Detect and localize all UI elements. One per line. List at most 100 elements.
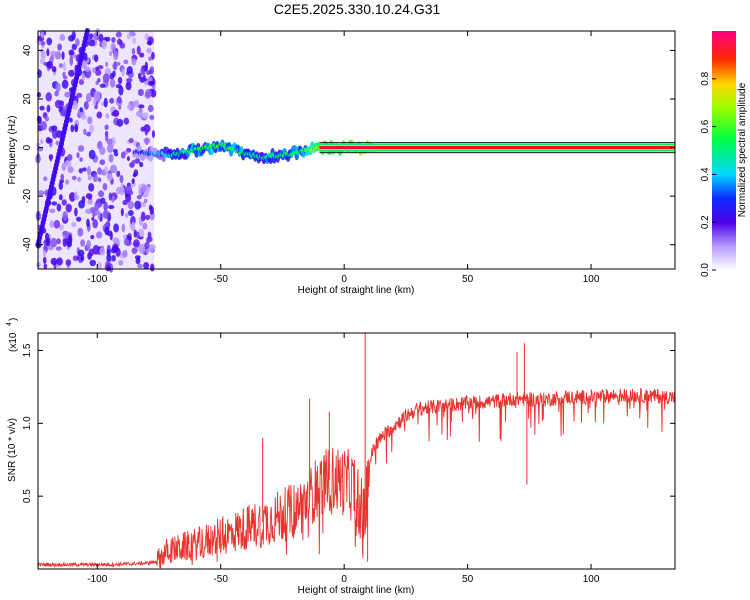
noise-speckle — [50, 237, 58, 248]
noise-speckle — [54, 90, 59, 97]
noise-speckle — [134, 200, 142, 210]
figure-title: C2E5.2025.330.10.24.G31 — [274, 1, 441, 17]
noise-speckle — [146, 185, 151, 194]
noise-speckle — [51, 66, 57, 73]
noise-speckle — [42, 250, 47, 257]
noise-speckle — [97, 65, 104, 70]
noise-speckle — [90, 234, 95, 240]
noise-speckle — [118, 104, 122, 110]
noise-speckle — [59, 33, 66, 42]
noise-speckle — [88, 183, 95, 192]
noise-speckle — [37, 190, 45, 196]
noise-speckle — [131, 247, 138, 255]
snr-x-tick-label: -50 — [213, 574, 228, 585]
colorbar-tick-label: 0.8 — [700, 71, 711, 85]
noise-speckle — [75, 38, 80, 47]
noise-speckle — [110, 164, 118, 174]
noise-speckle — [142, 222, 148, 230]
noise-speckle — [87, 175, 93, 181]
noise-speckle — [51, 201, 58, 206]
noise-speckle — [95, 200, 101, 205]
noise-speckle — [111, 36, 116, 43]
noise-speckle — [118, 260, 124, 266]
noise-speckle — [140, 211, 146, 222]
noise-speckle — [99, 83, 106, 88]
noise-speckle — [36, 92, 42, 98]
noise-speckle — [80, 239, 86, 247]
noise-speckle — [40, 139, 44, 145]
noise-speckle — [44, 116, 49, 122]
heatmap-x-axis: -100 -50 0 50 100 — [87, 31, 600, 285]
noise-speckle — [145, 248, 150, 254]
noise-speckle — [61, 199, 67, 206]
noise-speckle — [119, 174, 124, 184]
noise-speckle — [76, 92, 83, 98]
noise-speckle — [109, 263, 114, 273]
noise-speckle — [74, 207, 78, 217]
noise-speckle — [137, 72, 142, 80]
noise-speckle — [149, 66, 155, 75]
snr-panel: -100 -50 0 50 100 0.5 1.0 1.5 Height of straig… — [6, 318, 676, 596]
noise-speckle — [131, 58, 137, 66]
noise-speckle — [145, 88, 152, 98]
noise-speckle — [87, 116, 93, 125]
noise-speckle — [72, 255, 79, 262]
noise-speckle — [45, 237, 51, 247]
noise-speckle — [93, 90, 101, 101]
noise-speckle — [64, 179, 70, 185]
snr-y-multiplier: (x10 4 ) — [6, 318, 19, 352]
noise-speckle — [142, 112, 149, 120]
noise-speckle — [61, 79, 69, 89]
heatmap-x-tick-label: 100 — [583, 274, 600, 285]
noise-speckle — [74, 191, 78, 200]
noise-speckle — [122, 200, 128, 206]
noise-speckle — [83, 128, 87, 136]
noise-speckle — [39, 57, 45, 65]
heatmap-content — [35, 28, 675, 273]
noise-speckle — [66, 241, 73, 248]
noise-speckle — [49, 220, 54, 228]
noise-speckle — [122, 250, 128, 258]
noise-speckle — [112, 62, 118, 70]
noise-speckle — [126, 156, 130, 162]
noise-speckle — [46, 61, 54, 69]
noise-speckle — [109, 72, 115, 80]
noise-speckle — [123, 238, 130, 246]
noise-speckle — [120, 182, 124, 193]
noise-speckle — [49, 154, 53, 162]
noise-speckle — [144, 127, 148, 136]
noise-speckle — [131, 47, 136, 56]
noise-speckle — [110, 43, 117, 52]
noise-speckle — [52, 129, 58, 139]
noise-speckle — [71, 175, 77, 181]
noise-speckle — [137, 104, 145, 109]
heatmap-x-tick-label: -50 — [213, 274, 228, 285]
noise-speckle — [40, 29, 45, 39]
noise-speckle — [83, 101, 89, 110]
noise-speckle — [150, 263, 155, 272]
noise-speckle — [46, 37, 53, 46]
noise-speckle — [135, 110, 142, 117]
noise-speckle — [142, 201, 146, 208]
noise-speckle — [108, 192, 113, 201]
colorbar-tick-label: 0.6 — [700, 119, 711, 133]
noise-speckle — [145, 214, 151, 221]
colorbar-label: Normalized spectral amplitude — [737, 82, 748, 217]
heatmap-y-tick-label: 20 — [22, 93, 33, 105]
snr-content — [37, 333, 676, 569]
noise-speckle — [55, 246, 62, 251]
noise-speckle — [78, 168, 83, 174]
snr-y-multiplier-base: (x10 — [8, 332, 19, 352]
noise-speckle — [95, 231, 103, 239]
noise-speckle — [104, 124, 109, 131]
noise-speckle — [127, 104, 132, 110]
noise-speckle — [55, 82, 61, 93]
noise-speckle — [125, 193, 132, 203]
noise-speckle — [121, 68, 125, 77]
noise-speckle — [61, 51, 65, 60]
heatmap-frame — [37, 30, 676, 270]
noise-speckle — [131, 159, 136, 166]
noise-speckle — [136, 256, 140, 262]
noise-speckle — [87, 199, 94, 205]
